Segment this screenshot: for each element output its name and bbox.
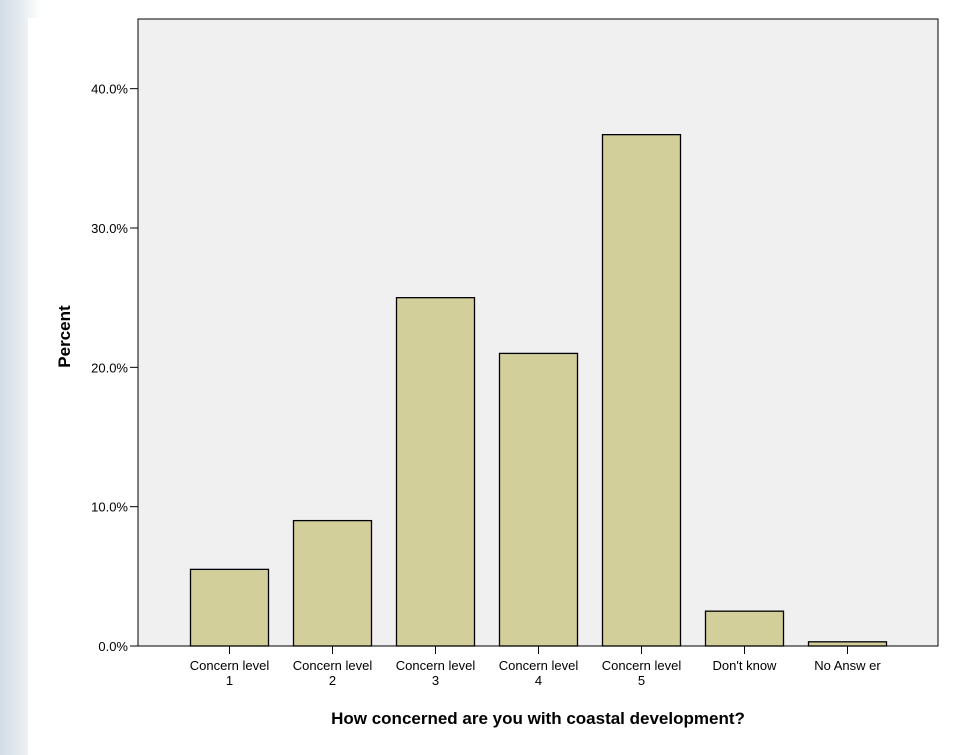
bar-6 <box>704 610 785 647</box>
y-tick-label: 20.0% <box>91 360 128 375</box>
y-tick-label: 10.0% <box>91 500 128 515</box>
x-axis-title: How concerned are you with coastal devel… <box>331 709 745 728</box>
y-tick-label: 40.0% <box>91 82 128 97</box>
x-tick-label: Concern level 1 <box>190 658 270 688</box>
bar-3 <box>395 297 476 647</box>
x-tick-label: Concern level 3 <box>396 658 476 688</box>
x-tick-label: Concern level 4 <box>499 658 579 688</box>
y-tick-label: 30.0% <box>91 221 128 236</box>
bar-7 <box>807 641 888 647</box>
bar-1 <box>189 568 270 647</box>
x-axis: Concern level 1 Concern level 2 Concern leve… <box>190 646 881 688</box>
x-tick-label: Concern level 5 <box>602 658 682 688</box>
x-tick-label: No Answ er <box>814 658 881 673</box>
x-tick-label: Don't know <box>713 658 778 673</box>
y-tick-label: 0.0% <box>98 639 128 654</box>
bar-2 <box>292 519 373 647</box>
bar-4 <box>498 352 579 647</box>
x-tick-label: Concern level 2 <box>293 658 373 688</box>
y-axis: 0.0% 10.0% 20.0% 30.0% 40.0% <box>91 82 138 654</box>
bar-5 <box>601 133 682 647</box>
y-axis-title: Percent <box>55 305 74 368</box>
bars-group <box>189 133 888 647</box>
